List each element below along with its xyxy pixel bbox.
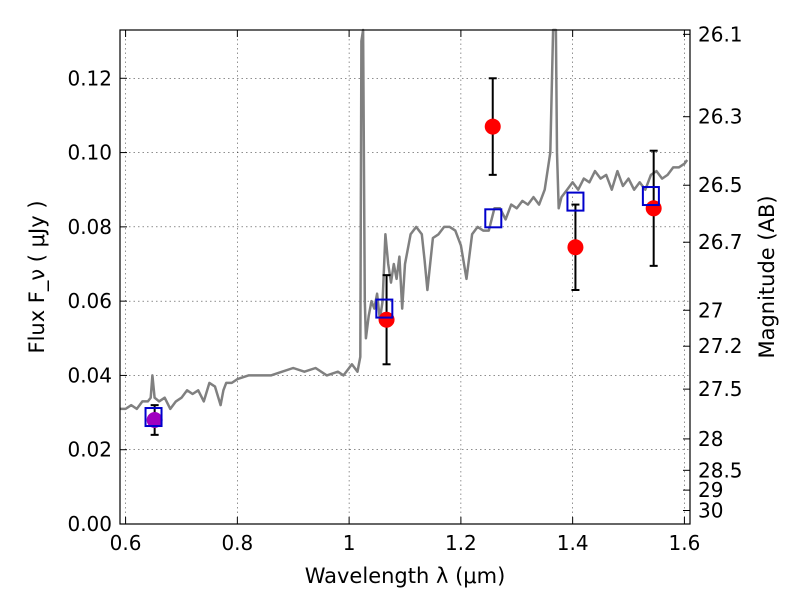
mag-tick-label: 27 bbox=[698, 298, 723, 322]
y-tick-label: 0.00 bbox=[67, 512, 112, 536]
model-box bbox=[641, 186, 660, 207]
mag-tick-label: 26.7 bbox=[698, 230, 743, 254]
observed-point bbox=[378, 311, 395, 328]
x-tick-label: 1.4 bbox=[557, 531, 589, 555]
mag-tick-label: 27.5 bbox=[698, 377, 743, 401]
y-axis-label: Flux F_ν ( μJy ) bbox=[25, 200, 50, 353]
plot-frame bbox=[119, 29, 691, 525]
mag-tick-label: 26.1 bbox=[698, 22, 743, 46]
x-tick-label: 1 bbox=[343, 531, 356, 555]
model-spectrum-series bbox=[120, 28, 689, 411]
mag-tick-label: 30 bbox=[698, 499, 723, 523]
y-tick-label: 0.12 bbox=[67, 66, 112, 90]
mag-tick-label: 26.5 bbox=[698, 173, 743, 197]
x-tick-label: 1.6 bbox=[669, 531, 701, 555]
x-tick-label: 0.8 bbox=[221, 531, 253, 555]
mag-tick-label: 26.3 bbox=[698, 105, 743, 129]
y-tick-label: 0.10 bbox=[67, 141, 112, 165]
error-bars bbox=[150, 77, 658, 436]
mag-tick-label: 28 bbox=[698, 427, 723, 451]
mag-tick-label: 27.2 bbox=[698, 334, 743, 358]
y-axis-ticks: 0.00 0.02 0.04 0.06 0.08 0.10 0.12 bbox=[67, 66, 127, 536]
observed-point bbox=[567, 239, 584, 256]
model-boxes bbox=[144, 186, 660, 428]
x-tick-label: 1.2 bbox=[445, 531, 477, 555]
model-box bbox=[566, 191, 585, 212]
observed-point bbox=[146, 412, 163, 428]
x-axis-label: Wavelength λ (μm) bbox=[305, 564, 506, 588]
mag-tick-label: 28.5 bbox=[698, 458, 743, 482]
model-box bbox=[375, 298, 394, 319]
mag-tick-label: 29 bbox=[698, 478, 723, 502]
y-tick-label: 0.06 bbox=[67, 289, 112, 313]
model-box bbox=[144, 407, 163, 428]
y-tick-label: 0.08 bbox=[67, 215, 112, 239]
x-axis-ticks: 0.6 0.8 1 1.2 1.4 1.6 bbox=[110, 30, 701, 555]
observed-point bbox=[484, 118, 501, 135]
model-box bbox=[484, 208, 503, 229]
magnitude-axis-label: Magnitude (AB) bbox=[755, 195, 779, 358]
y-tick-label: 0.02 bbox=[67, 438, 112, 462]
y-tick-label: 0.04 bbox=[67, 363, 112, 387]
spectrum-line bbox=[120, 28, 689, 411]
x-tick-label: 0.6 bbox=[110, 531, 142, 555]
